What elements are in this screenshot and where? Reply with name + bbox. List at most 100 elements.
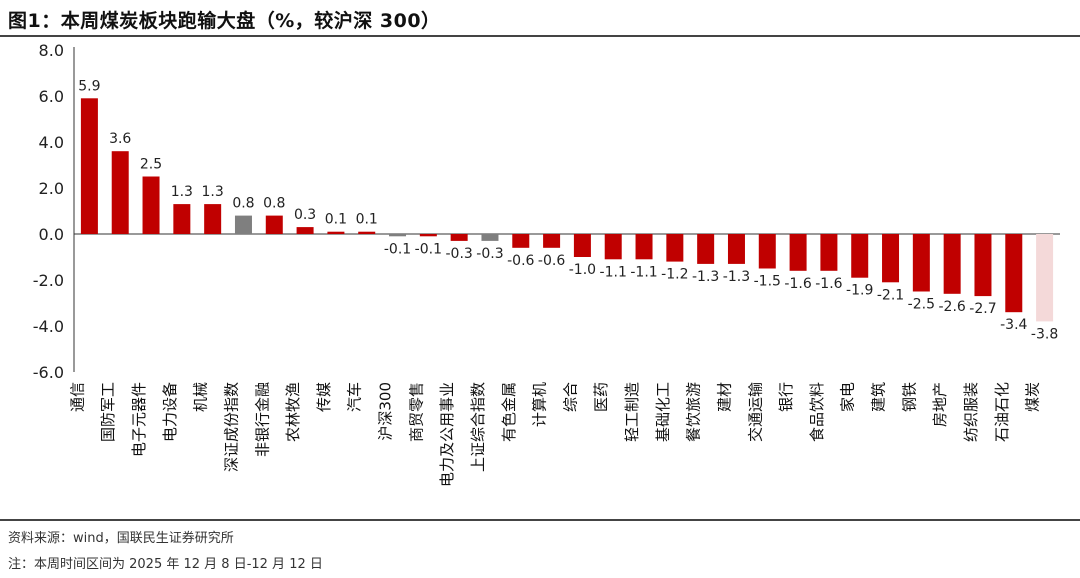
- bar-轻工制造: [635, 234, 653, 260]
- bar-农林牧渔: [296, 227, 314, 234]
- data-label: 1.3: [202, 184, 224, 200]
- bar-汽车: [358, 231, 376, 234]
- data-label: -1.2: [661, 267, 688, 283]
- category-label: 银行: [777, 382, 795, 412]
- data-label: 0.1: [325, 212, 347, 228]
- data-label: -1.6: [784, 276, 811, 292]
- data-label: -3.8: [1031, 326, 1058, 342]
- data-label: -2.5: [908, 297, 935, 313]
- data-label: 0.8: [263, 196, 285, 212]
- bar-综合: [573, 234, 591, 257]
- bar-建材: [727, 234, 745, 264]
- data-label: -2.1: [877, 287, 904, 303]
- category-label: 国防军工: [99, 382, 117, 442]
- category-label: 电力设备: [161, 382, 179, 442]
- bar-石油石化: [1005, 234, 1023, 313]
- data-label: -0.1: [384, 241, 411, 257]
- bar-电力及公用事业: [450, 234, 468, 241]
- chart-title: 图1：本周煤炭板块跑输大盘（%，较沪深 300）: [8, 10, 441, 32]
- bar-chart: 8.0 6.0 4.0 2.0 0.0 -2.0 -4.0 -6.0 5.9 通信 3.6 国防军工 2…: [33, 41, 1060, 487]
- data-label: -1.1: [630, 264, 657, 280]
- data-label: -1.1: [600, 264, 627, 280]
- y-tick-label: -4.0: [33, 317, 64, 336]
- bar-电力设备: [173, 204, 191, 234]
- bar-沪深300: [389, 234, 407, 237]
- category-label: 深证成份指数: [222, 382, 240, 472]
- category-label: 机械: [192, 382, 210, 412]
- data-label: 3.6: [109, 131, 131, 147]
- category-label: 石油石化: [993, 382, 1011, 442]
- data-label: -1.3: [692, 269, 719, 285]
- bar-有色金属: [512, 234, 530, 248]
- category-label: 交通运输: [746, 382, 764, 442]
- bar-通信: [80, 98, 98, 234]
- data-label: -1.3: [723, 269, 750, 285]
- category-label: 计算机: [531, 382, 549, 427]
- data-label: -0.6: [507, 253, 534, 269]
- bottom-divider: [0, 519, 1080, 521]
- bar-国防军工: [111, 151, 129, 234]
- category-label: 通信: [68, 382, 86, 412]
- data-label: 2.5: [140, 157, 162, 173]
- category-label: 医药: [592, 382, 610, 412]
- y-tick-label: -6.0: [33, 363, 64, 382]
- bar-建筑: [882, 234, 900, 283]
- bar-机械: [204, 204, 222, 234]
- bar-家电: [851, 234, 869, 278]
- data-label: -0.3: [476, 246, 503, 262]
- y-tick-label: 4.0: [39, 133, 64, 152]
- category-label: 钢铁: [900, 382, 918, 412]
- data-label: -1.9: [846, 283, 873, 299]
- data-label: -1.0: [569, 262, 596, 278]
- category-label: 传媒: [315, 382, 333, 412]
- data-label: -1.5: [754, 274, 781, 290]
- category-label: 餐饮旅游: [685, 382, 703, 442]
- category-label: 电子元器件: [130, 382, 148, 457]
- y-tick-label: 6.0: [39, 87, 64, 106]
- category-label: 家电: [839, 382, 857, 412]
- category-label: 上证综合指数: [469, 382, 487, 472]
- data-label: 0.1: [356, 212, 378, 228]
- category-label: 综合: [561, 382, 579, 412]
- data-label: -1.6: [815, 276, 842, 292]
- bar-银行: [789, 234, 807, 271]
- bar-基础化工: [666, 234, 684, 262]
- source-note: 资料来源：wind，国联民生证券研究所: [8, 531, 234, 546]
- bar-钢铁: [912, 234, 930, 292]
- category-label: 汽车: [346, 382, 364, 412]
- bar-上证综合指数: [481, 234, 499, 241]
- category-label: 农林牧渔: [284, 382, 302, 442]
- category-label: 房地产: [931, 382, 949, 427]
- bar-餐饮旅游: [697, 234, 715, 264]
- data-label: -0.6: [538, 253, 565, 269]
- data-label: -2.6: [938, 299, 965, 315]
- category-label: 电力及公用事业: [438, 382, 456, 487]
- data-label: -0.1: [415, 241, 442, 257]
- y-tick-label: 2.0: [39, 179, 64, 198]
- data-label: -2.7: [969, 301, 996, 317]
- category-label: 非银行金融: [253, 382, 271, 457]
- bar-房地产: [943, 234, 961, 294]
- bar-电子元器件: [142, 176, 160, 234]
- data-label: -0.3: [445, 246, 472, 262]
- bar-深证成份指数: [234, 215, 252, 234]
- category-label: 有色金属: [500, 382, 518, 442]
- data-label: 0.3: [294, 207, 316, 223]
- category-label: 煤炭: [1024, 382, 1042, 412]
- bar-交通运输: [758, 234, 776, 269]
- y-tick-label: -2.0: [33, 271, 64, 290]
- category-label: 纺织服装: [962, 382, 980, 442]
- data-label: 1.3: [171, 184, 193, 200]
- category-label: 建筑: [870, 382, 888, 412]
- bar-食品饮料: [820, 234, 838, 271]
- data-label: 0.8: [232, 196, 254, 212]
- bar-医药: [604, 234, 622, 260]
- bar-计算机: [543, 234, 561, 248]
- category-label: 建材: [715, 382, 733, 412]
- category-label: 沪深300: [377, 382, 395, 441]
- category-label: 食品饮料: [808, 382, 826, 442]
- data-label: -3.4: [1000, 317, 1027, 333]
- category-label: 基础化工: [654, 382, 672, 442]
- bar-非银行金融: [265, 215, 283, 234]
- y-tick-label: 0.0: [39, 225, 64, 244]
